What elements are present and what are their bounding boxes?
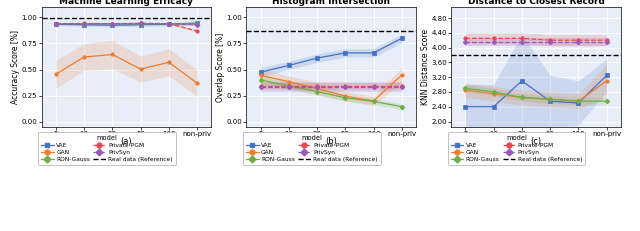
Legend: VAE, GAN, RON-Gauss, Private-PGM, PrivSyn, Real data (Reference): VAE, GAN, RON-Gauss, Private-PGM, PrivSy… [38, 132, 176, 165]
Text: (b): (b) [325, 137, 337, 146]
X-axis label: epsilon (ε): epsilon (ε) [311, 139, 351, 148]
Text: (c): (c) [531, 137, 541, 146]
Legend: VAE, GAN, RON-Gauss, Private-PGM, PrivSyn, Real data (Reference): VAE, GAN, RON-Gauss, Private-PGM, PrivSy… [243, 132, 381, 165]
Title: Histogram Intersection: Histogram Intersection [272, 0, 390, 6]
Y-axis label: KNN Distance Score: KNN Distance Score [421, 29, 430, 105]
X-axis label: epsilon (ε): epsilon (ε) [516, 139, 556, 148]
X-axis label: epsilon (ε): epsilon (ε) [106, 139, 147, 148]
Title: Machine Learning Efficacy: Machine Learning Efficacy [60, 0, 193, 6]
Y-axis label: Overlap Score [%]: Overlap Score [%] [216, 32, 225, 102]
Y-axis label: Accuracy Score [%]: Accuracy Score [%] [12, 30, 20, 104]
Text: (a): (a) [120, 137, 132, 146]
Title: Distance to Closest Record: Distance to Closest Record [468, 0, 604, 6]
Legend: VAE, GAN, RON-Gauss, Private-PGM, PrivSyn, Real data (Reference): VAE, GAN, RON-Gauss, Private-PGM, PrivSy… [448, 132, 586, 165]
